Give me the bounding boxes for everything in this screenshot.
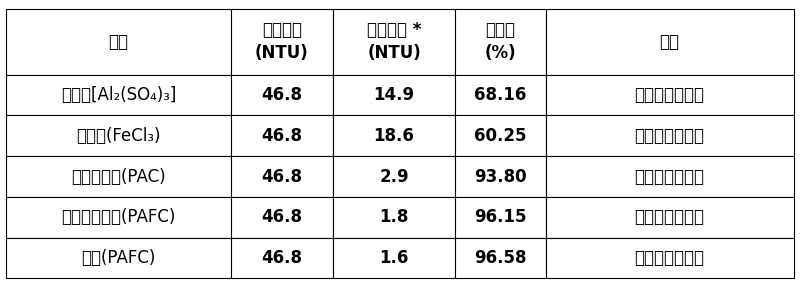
Bar xyxy=(546,9,794,75)
Text: 46.8: 46.8 xyxy=(262,86,302,104)
Bar xyxy=(333,197,455,238)
Bar xyxy=(6,9,230,75)
Text: 46.8: 46.8 xyxy=(262,168,302,186)
Bar xyxy=(6,115,230,156)
Bar xyxy=(6,238,230,278)
Text: 聚合氯化铝铁(PAFC): 聚合氯化铝铁(PAFC) xyxy=(62,208,176,226)
Text: 14.9: 14.9 xyxy=(374,86,414,104)
Bar xyxy=(230,156,333,197)
Text: 60.25: 60.25 xyxy=(474,127,526,145)
Bar xyxy=(455,75,546,115)
Text: 氯化铁(FeCl₃): 氯化铁(FeCl₃) xyxy=(76,127,161,145)
Text: 絮体大、沉降快: 絮体大、沉降快 xyxy=(634,208,705,226)
Text: 硫酸铝[Al₂(SO₄)₃]: 硫酸铝[Al₂(SO₄)₃] xyxy=(61,86,176,104)
Bar xyxy=(333,156,455,197)
Text: 1.8: 1.8 xyxy=(379,208,409,226)
Text: 原水浊度
(NTU): 原水浊度 (NTU) xyxy=(255,21,309,62)
Text: 96.15: 96.15 xyxy=(474,208,526,226)
Bar xyxy=(333,75,455,115)
Bar xyxy=(230,115,333,156)
Bar xyxy=(546,197,794,238)
Text: 现象: 现象 xyxy=(660,33,680,51)
Text: 产品(PAFC): 产品(PAFC) xyxy=(82,249,156,267)
Text: 聚合氯化铝(PAC): 聚合氯化铝(PAC) xyxy=(71,168,166,186)
Bar xyxy=(455,9,546,75)
Bar xyxy=(455,238,546,278)
Bar xyxy=(455,156,546,197)
Bar xyxy=(6,197,230,238)
Text: 2.9: 2.9 xyxy=(379,168,409,186)
Bar xyxy=(333,9,455,75)
Text: 96.58: 96.58 xyxy=(474,249,526,267)
Bar xyxy=(333,115,455,156)
Text: 46.8: 46.8 xyxy=(262,127,302,145)
Text: 除油率
(%): 除油率 (%) xyxy=(485,21,516,62)
Text: 剩余浊度 *
(NTU): 剩余浊度 * (NTU) xyxy=(367,21,422,62)
Text: 絮体小、沉降慢: 絮体小、沉降慢 xyxy=(634,127,705,145)
Text: 名称: 名称 xyxy=(109,33,129,51)
Bar xyxy=(455,197,546,238)
Text: 46.8: 46.8 xyxy=(262,208,302,226)
Bar xyxy=(6,75,230,115)
Text: 絮体小、沉降慢: 絮体小、沉降慢 xyxy=(634,86,705,104)
Bar xyxy=(6,156,230,197)
Bar xyxy=(230,75,333,115)
Bar xyxy=(455,115,546,156)
Bar xyxy=(546,115,794,156)
Bar xyxy=(230,9,333,75)
Text: 絮体大、沉降快: 絮体大、沉降快 xyxy=(634,249,705,267)
Bar xyxy=(546,75,794,115)
Bar xyxy=(230,238,333,278)
Bar xyxy=(546,156,794,197)
Text: 68.16: 68.16 xyxy=(474,86,526,104)
Text: 1.6: 1.6 xyxy=(379,249,409,267)
Text: 絮体小、沉降快: 絮体小、沉降快 xyxy=(634,168,705,186)
Bar xyxy=(230,197,333,238)
Text: 46.8: 46.8 xyxy=(262,249,302,267)
Bar xyxy=(546,238,794,278)
Text: 93.80: 93.80 xyxy=(474,168,526,186)
Text: 18.6: 18.6 xyxy=(374,127,414,145)
Bar xyxy=(333,238,455,278)
